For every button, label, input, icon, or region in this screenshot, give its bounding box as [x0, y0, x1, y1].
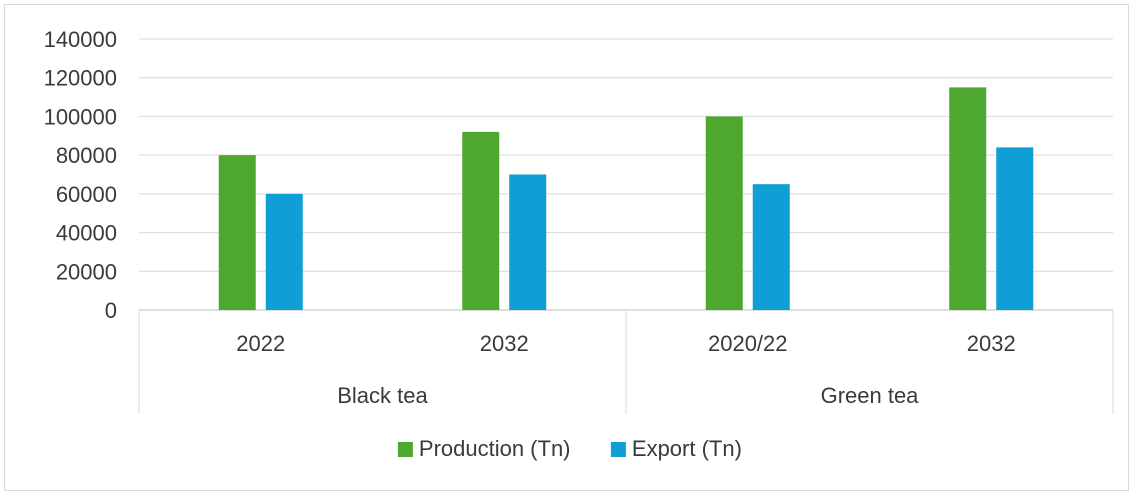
bar-production-3	[949, 87, 987, 311]
x-tick-label: 2020/22	[708, 331, 788, 356]
legend-swatch	[397, 442, 413, 457]
chart-frame: 0 20000 40000 60000 80000 100000 120000 140000 …	[4, 4, 1129, 491]
bar-production-2	[705, 116, 743, 310]
legend-swatch	[610, 442, 626, 457]
bar-production-0	[218, 155, 256, 310]
y-tick-label: 100000	[44, 104, 117, 129]
legend: Production (Tn) Export (Tn)	[397, 436, 742, 461]
y-tick-label: 60000	[56, 182, 117, 207]
bar-export-3	[996, 147, 1034, 310]
group-label: Green tea	[821, 383, 920, 408]
bar-export-2	[752, 184, 790, 310]
bar-export-1	[509, 174, 547, 310]
y-tick-label: 140000	[44, 27, 117, 52]
legend-label: Export (Tn)	[632, 436, 742, 461]
bar-chart: 020000400006000080000100000120000140000 …	[44, 27, 1114, 461]
x-axis: 2022 2032 2020/22 2032 Black tea Green tea	[138, 310, 1114, 414]
bars	[218, 87, 1034, 311]
y-tick-label: 40000	[56, 221, 117, 246]
y-tick-label: 0	[105, 298, 117, 323]
y-axis-ticks: 0 20000 40000 60000 80000 100000 120000 140000	[44, 27, 117, 323]
bar-export-0	[265, 193, 303, 310]
x-tick-label: 2022	[236, 331, 285, 356]
group-label: Black tea	[337, 383, 428, 408]
legend-label: Production (Tn)	[419, 436, 571, 461]
y-tick-label: 80000	[56, 143, 117, 168]
x-tick-label: 2032	[480, 331, 529, 356]
x-tick-label: 2032	[967, 331, 1016, 356]
y-tick-label: 120000	[44, 66, 117, 91]
y-tick-label: 20000	[56, 259, 117, 284]
bar-production-1	[462, 131, 500, 310]
